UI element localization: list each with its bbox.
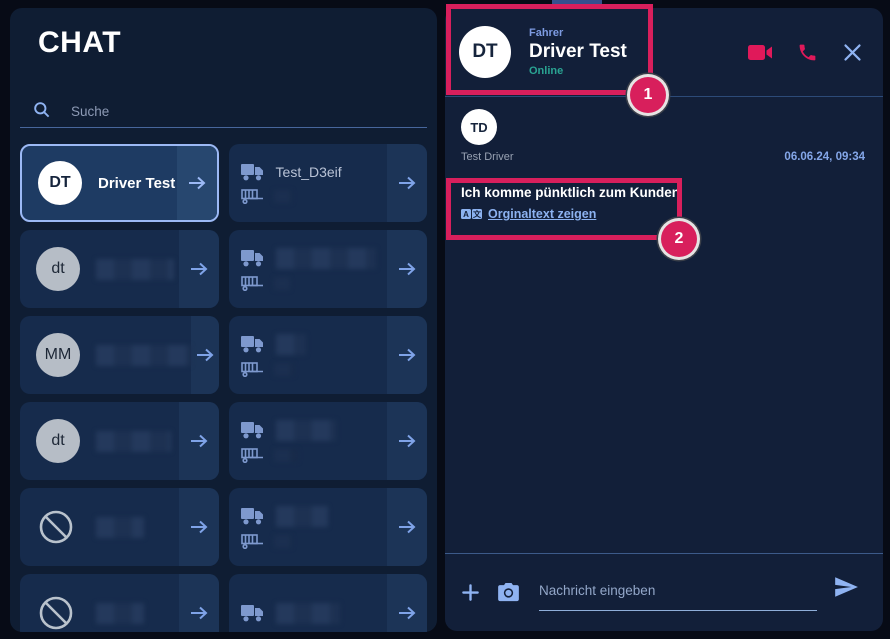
redacted-contact-name	[96, 258, 174, 280]
close-button[interactable]	[840, 40, 865, 65]
contact-card-vehicle[interactable]	[228, 574, 427, 632]
message-composer	[445, 553, 883, 631]
contact-card-vehicle[interactable]	[228, 402, 427, 480]
trailer-icon	[240, 533, 263, 549]
redacted-vehicle-name	[275, 419, 336, 441]
avatar: DT	[38, 161, 82, 205]
message-list: TD Test Driver 06.06.24, 09:34 Ich komme…	[445, 97, 883, 553]
video-call-button[interactable]	[746, 42, 775, 63]
send-button[interactable]	[831, 572, 861, 602]
trailer-icon	[240, 361, 263, 377]
open-chat-arrow-icon[interactable]	[387, 316, 427, 394]
message-input[interactable]	[539, 582, 817, 611]
open-chat-arrow-icon[interactable]	[387, 230, 427, 308]
redacted-contact-name	[96, 602, 144, 624]
contact-name: Driver Test	[98, 174, 176, 192]
trailer-icon	[240, 188, 263, 204]
contact-row: dt	[20, 230, 427, 308]
redacted-trailer-id	[273, 362, 294, 376]
contact-row: dt	[20, 402, 427, 480]
open-chat-arrow-icon[interactable]	[387, 488, 427, 566]
redacted-contact-name	[96, 344, 191, 366]
open-chat-arrow-icon[interactable]	[178, 574, 219, 632]
contact-card-vehicle[interactable]	[228, 230, 427, 308]
close-icon	[844, 43, 861, 61]
trailer-icon	[240, 275, 263, 291]
search-icon	[34, 102, 50, 118]
camera-icon	[498, 583, 519, 602]
open-chat-arrow-icon[interactable]	[176, 146, 217, 220]
open-chat-arrow-icon[interactable]	[178, 402, 219, 480]
contact-card-driver[interactable]: MM	[20, 316, 219, 394]
chat-conversation-panel: DT Fahrer Driver Test Online TD Test Dri…	[445, 8, 883, 631]
message-sender: Test Driver	[461, 151, 514, 163]
open-chat-arrow-icon[interactable]	[178, 488, 219, 566]
online-status: Online	[529, 65, 564, 77]
redacted-trailer-id	[273, 448, 298, 462]
voice-call-button[interactable]	[795, 40, 820, 65]
contact-card-driver-test[interactable]: DT Driver Test	[20, 144, 219, 222]
contact-row	[20, 488, 427, 566]
open-chat-arrow-icon[interactable]	[178, 230, 219, 308]
page-title: CHAT	[38, 26, 122, 59]
truck-icon	[240, 335, 263, 352]
chat-header: DT Fahrer Driver Test Online	[445, 8, 883, 97]
truck-icon	[240, 507, 263, 524]
blocked-icon	[39, 596, 73, 630]
send-icon	[835, 576, 858, 597]
trailer-icon	[240, 447, 263, 463]
redacted-vehicle-name	[275, 333, 306, 355]
search-placeholder: Suche	[71, 104, 110, 119]
photo-button[interactable]	[496, 581, 521, 604]
redacted-contact-name	[96, 516, 144, 538]
contact-row	[20, 574, 427, 632]
avatar: dt	[36, 419, 80, 463]
blocked-icon	[39, 510, 73, 544]
redacted-vehicle-name	[275, 247, 376, 269]
message-input-field[interactable]	[539, 583, 817, 598]
chat-list-panel: CHAT Suche DT Driver Test	[10, 8, 437, 632]
avatar: dt	[36, 247, 80, 291]
contact-card-vehicle-test-d3eif[interactable]: Test_D3eif	[228, 144, 427, 222]
redacted-contact-name	[96, 430, 171, 452]
avatar: TD	[461, 109, 497, 145]
contact-role-label: Fahrer	[529, 27, 564, 39]
vehicle-name: Test_D3eif	[275, 164, 342, 180]
avatar: DT	[459, 26, 511, 78]
avatar: MM	[36, 333, 80, 377]
contact-row: MM	[20, 316, 427, 394]
truck-icon	[240, 163, 263, 180]
background-window-strip	[552, 0, 602, 5]
contact-card-driver-blocked[interactable]	[20, 488, 219, 566]
redacted-vehicle-name	[275, 602, 340, 624]
contact-grid: DT Driver Test Test_D3eif	[20, 144, 427, 632]
video-camera-icon	[748, 44, 772, 60]
redacted-vehicle-name	[275, 505, 328, 527]
open-chat-arrow-icon[interactable]	[387, 574, 427, 632]
contact-card-driver[interactable]: dt	[20, 230, 219, 308]
truck-icon	[240, 604, 263, 621]
contact-card-vehicle[interactable]	[228, 316, 427, 394]
contact-card-driver-blocked[interactable]	[20, 574, 219, 632]
contact-name: Driver Test	[529, 41, 627, 62]
message-text: Ich komme pünktlich zum Kunden	[461, 185, 681, 200]
open-chat-arrow-icon[interactable]	[191, 316, 219, 394]
open-chat-arrow-icon[interactable]	[387, 402, 427, 480]
truck-icon	[240, 421, 263, 438]
contact-card-vehicle[interactable]	[228, 488, 427, 566]
plus-icon	[462, 584, 479, 601]
truck-icon	[240, 249, 263, 266]
message-timestamp: 06.06.24, 09:34	[784, 151, 865, 163]
redacted-trailer-id	[273, 189, 292, 203]
search-input[interactable]: Suche	[20, 100, 427, 128]
contact-row: DT Driver Test Test_D3eif	[20, 144, 427, 222]
attach-button[interactable]	[459, 581, 482, 604]
show-original-text-link[interactable]: Orginaltext zeigen	[488, 207, 597, 221]
redacted-trailer-id	[273, 534, 292, 548]
redacted-trailer-id	[273, 276, 290, 290]
contact-card-driver[interactable]: dt	[20, 402, 219, 480]
phone-icon	[799, 44, 816, 60]
open-chat-arrow-icon[interactable]	[387, 144, 427, 222]
